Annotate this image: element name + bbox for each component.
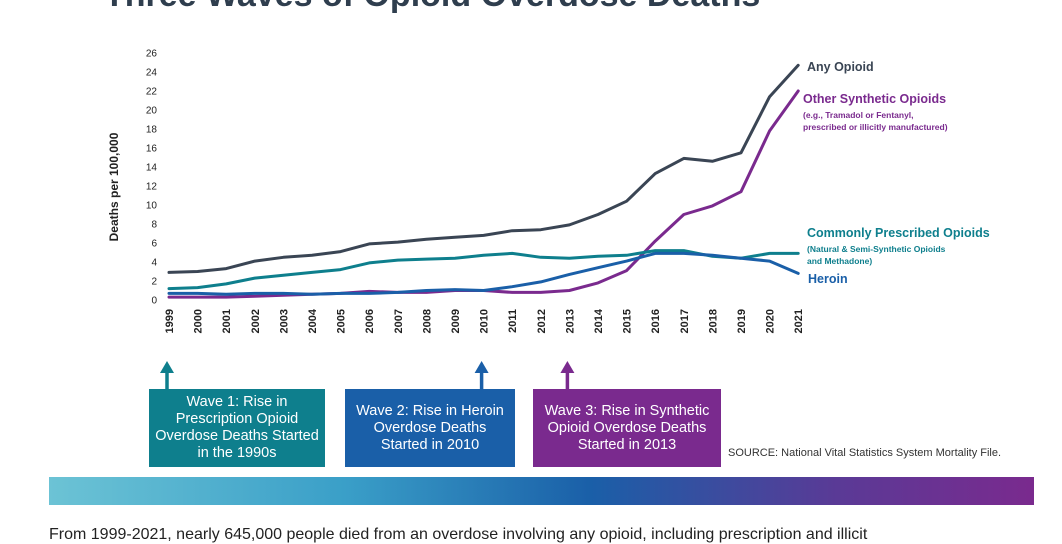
wave-1-label: Wave 1: Rise in Prescription Opioid Over… [155, 394, 319, 461]
y-tick-label: 10 [146, 201, 158, 212]
series-line-any-opioid [167, 63, 800, 274]
x-tick-label: 2009 [450, 309, 462, 333]
series-label: Heroin [808, 272, 848, 286]
x-tick-label: 2021 [793, 309, 805, 333]
wave-2-box: Wave 2: Rise in Heroin Overdose Deaths S… [345, 389, 515, 467]
x-tick-label: 2014 [593, 308, 605, 333]
series-label: Any Opioid [807, 60, 874, 74]
source-note: SOURCE: National Vital Statistics System… [728, 447, 1002, 459]
x-tick-label: 2017 [679, 309, 691, 333]
x-tick-label: 2001 [221, 309, 233, 333]
y-tick-label: 0 [151, 296, 157, 307]
wave-marker-arrowhead [474, 361, 489, 373]
body-paragraph: From 1999-2021, nearly 645,000 people di… [49, 526, 868, 543]
x-tick-label: 2015 [622, 309, 634, 333]
y-tick-label: 16 [146, 144, 158, 155]
x-tick-label: 2019 [736, 309, 748, 333]
x-tick-label: 2008 [421, 309, 433, 333]
x-tick-label: 2013 [564, 309, 576, 333]
wave-1-box: Wave 1: Rise in Prescription Opioid Over… [149, 389, 325, 467]
wave-2-label: Wave 2: Rise in Heroin Overdose Deaths S… [356, 402, 504, 453]
x-tick-label: 2020 [765, 309, 777, 333]
x-tick-label: 2000 [193, 309, 205, 333]
x-tick-label: 2016 [650, 309, 662, 333]
series-label: Other Synthetic Opioids [803, 92, 946, 106]
y-tick-label: 6 [151, 239, 157, 250]
y-tick-label: 22 [146, 87, 158, 98]
x-tick-label: 1999 [164, 309, 176, 333]
x-tick-label: 2011 [507, 309, 519, 333]
x-tick-label: 2007 [393, 309, 405, 333]
gradient-divider [49, 477, 1034, 505]
series-label: Commonly Prescribed Opioids [807, 226, 990, 240]
series-sublabel: prescribed or illicitly manufactured) [803, 122, 948, 132]
wave-marker-arrowhead [160, 361, 174, 373]
chart-title: Three Waves of Opioid Overdose Deaths [104, 0, 760, 15]
x-tick-label: 2018 [707, 309, 719, 333]
wave-3-label: Wave 3: Rise in Synthetic Opioid Overdos… [544, 402, 710, 453]
y-tick-label: 2 [151, 277, 157, 288]
series-line-commonly-prescribed-opioids [167, 249, 800, 291]
series-sublabel: (e.g., Tramadol or Fentanyl, [803, 110, 914, 120]
series-sublabel: and Methadone) [807, 256, 872, 266]
wave-marker-arrowhead [560, 361, 575, 373]
x-tick-label: 2004 [307, 308, 319, 333]
y-tick-label: 18 [146, 125, 158, 136]
y-tick-label: 20 [146, 106, 158, 117]
y-axis-label: Deaths per 100,000 [107, 132, 121, 241]
x-tick-label: 2010 [479, 309, 491, 333]
series-line-other-synthetic-opioids [167, 89, 800, 299]
x-tick-label: 2012 [536, 309, 548, 333]
y-tick-label: 14 [146, 163, 158, 174]
series-line-heroin [167, 251, 800, 296]
y-tick-label: 26 [146, 49, 158, 60]
y-tick-label: 4 [151, 258, 157, 269]
series-sublabel: (Natural & Semi-Synthetic Opioids [807, 244, 946, 254]
x-tick-label: 2003 [278, 309, 290, 333]
x-tick-label: 2002 [250, 309, 262, 333]
x-tick-label: 2006 [364, 309, 376, 333]
y-tick-label: 8 [151, 220, 157, 231]
wave-3-box: Wave 3: Rise in Synthetic Opioid Overdos… [533, 389, 721, 467]
y-tick-label: 24 [146, 68, 158, 79]
y-tick-label: 12 [146, 182, 158, 193]
x-tick-label: 2005 [336, 309, 348, 333]
